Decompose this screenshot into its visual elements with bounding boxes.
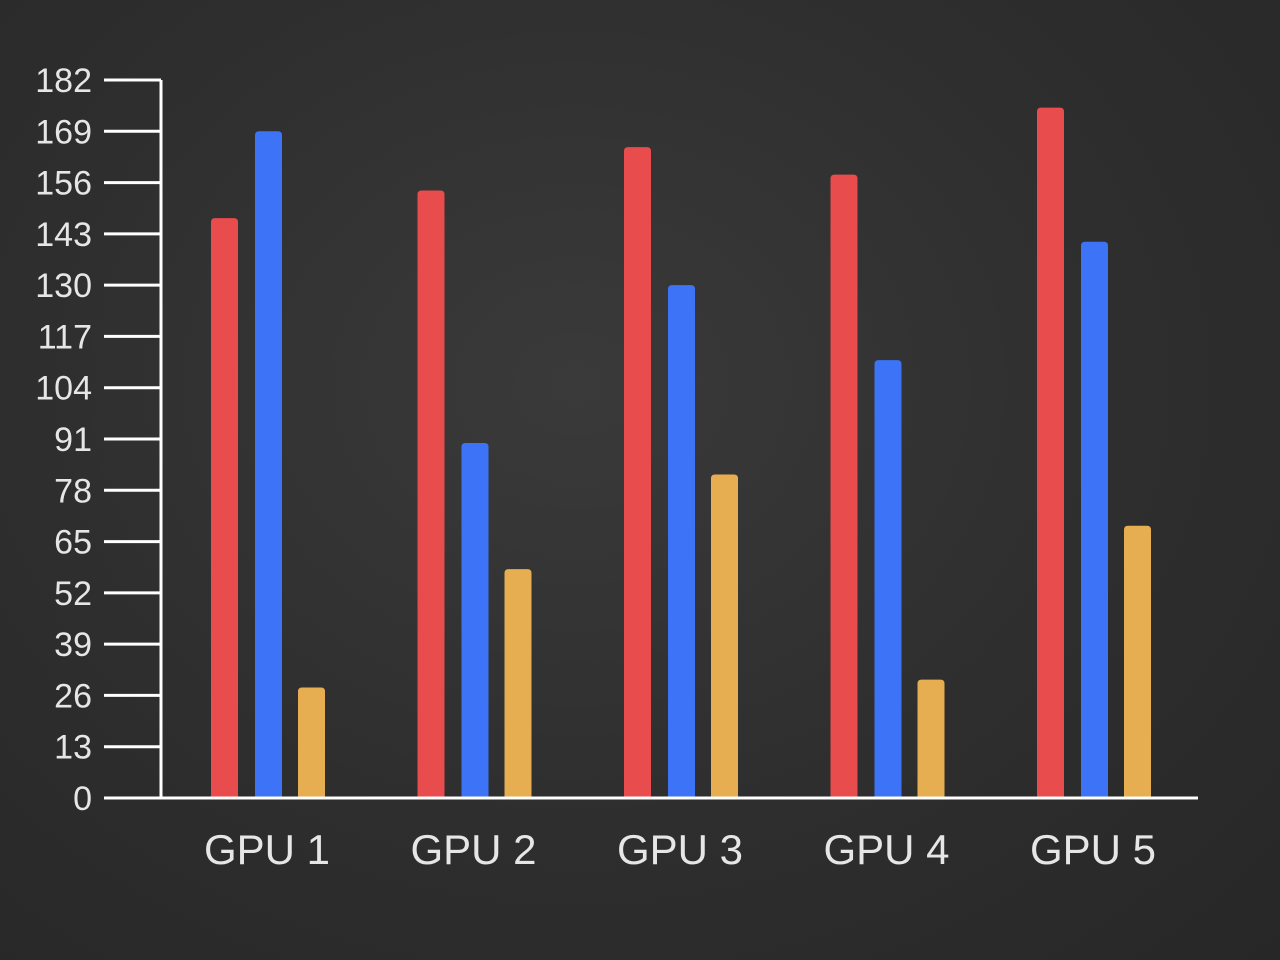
bar-gpu-4-series-2 [874,360,902,798]
bar-gpu-4-series-1 [830,174,858,798]
bar-gpu-3-series-2 [668,285,695,799]
y-tick-label: 39 [54,626,92,664]
bar-gpu-1-series-3 [298,687,325,798]
bar-gpu-2-series-1 [417,190,445,798]
y-tick-label: 182 [35,62,92,100]
bar-gpu-2-series-2 [461,442,489,798]
bar-gpu-5-series-1 [1037,107,1064,799]
x-category-label: GPU 4 [823,826,949,873]
bar-gpu-2-series-3 [504,569,532,798]
y-tick-label: 78 [54,472,92,510]
bar-gpu-3-series-1 [624,147,651,799]
y-tick-label: 13 [54,729,92,767]
y-tick-label: 143 [35,216,92,254]
y-tick-label: 26 [54,677,92,715]
bars [211,107,1151,799]
x-axis: GPU 1 GPU 2 GPU 3 GPU 4 GPU 5 [104,796,1198,873]
bar-gpu-4-series-3 [917,679,945,798]
y-tick-label: 91 [54,421,92,459]
bar-gpu-1-series-2 [255,131,282,799]
y-tick-label: 156 [35,165,92,203]
y-tick-label: 0 [73,780,92,818]
bar-gpu-5-series-3 [1124,525,1151,798]
bar-gpu-1-series-1 [211,218,238,799]
y-axis: 0 13 26 39 52 65 78 91 104 117 130 143 156 169 182 [35,62,163,818]
y-tick-label: 169 [35,113,92,151]
x-category-label: GPU 1 [204,826,330,873]
y-tick-label: 65 [54,524,92,562]
bar-gpu-3-series-3 [711,474,738,798]
y-tick-label: 104 [35,370,92,408]
x-category-label: GPU 2 [410,826,536,873]
x-category-label: GPU 3 [617,826,743,873]
x-category-label: GPU 5 [1030,826,1156,873]
bar-gpu-5-series-2 [1081,241,1108,798]
y-tick-label: 130 [35,267,92,305]
y-tick-label: 117 [38,318,92,356]
y-tick-label: 52 [54,575,92,613]
